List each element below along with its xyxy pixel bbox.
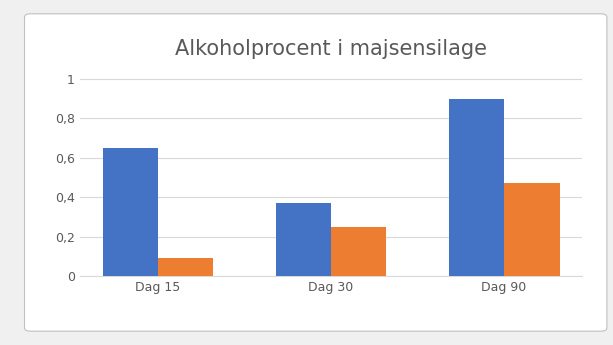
Bar [158,258,213,276]
Bar [504,183,560,276]
FancyBboxPatch shape [25,14,607,331]
Bar [276,203,331,276]
Bar [449,99,504,276]
Legend: Kontrol, Magniva Platinum 1: Kontrol, Magniva Platinum 1 [216,340,446,345]
Bar [331,227,386,276]
Bar [102,148,158,276]
Title: Alkoholprocent i majsensilage: Alkoholprocent i majsensilage [175,39,487,59]
